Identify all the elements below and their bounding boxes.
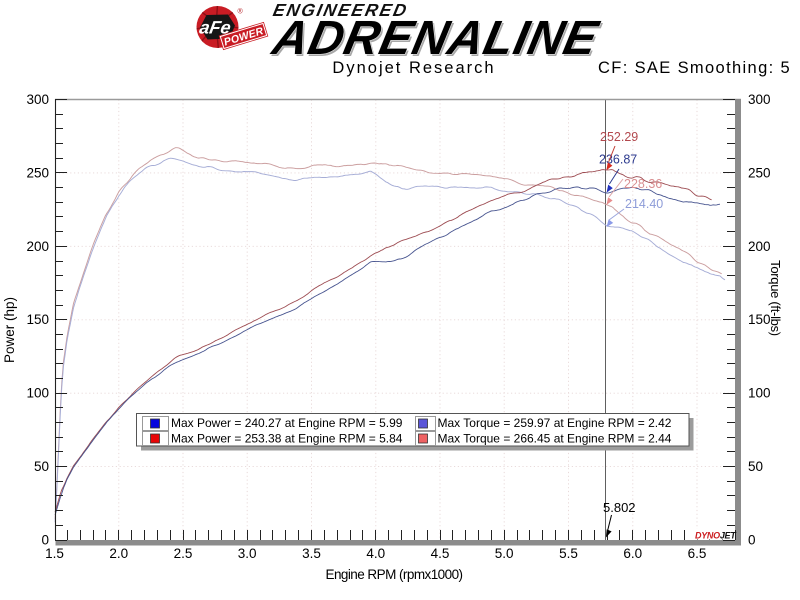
svg-text:Engine RPM (rpmx1000): Engine RPM (rpmx1000) — [325, 567, 462, 582]
svg-text:2.0: 2.0 — [109, 546, 128, 561]
svg-text:ADRENALINE: ADRENALINE — [267, 11, 604, 64]
svg-text:150: 150 — [748, 312, 771, 327]
svg-text:Max Torque = 266.45 at Engine: Max Torque = 266.45 at Engine RPM = 2.44 — [438, 432, 672, 446]
svg-text:3.0: 3.0 — [238, 546, 257, 561]
svg-text:ADRENALINE: ADRENALINE — [269, 13, 606, 66]
svg-text:0: 0 — [41, 533, 49, 548]
svg-text:100: 100 — [26, 386, 49, 401]
svg-text:Max Power = 240.27 at Engine R: Max Power = 240.27 at Engine RPM = 5.99 — [171, 416, 403, 430]
svg-text:4.0: 4.0 — [366, 546, 385, 561]
svg-text:214.40: 214.40 — [625, 197, 663, 211]
svg-text:6.0: 6.0 — [623, 546, 642, 561]
svg-text:300: 300 — [26, 92, 49, 107]
svg-text:®: ® — [238, 8, 244, 16]
svg-text:Max Torque = 259.97 at Engine: Max Torque = 259.97 at Engine RPM = 2.42 — [438, 416, 672, 430]
svg-text:Power (hp): Power (hp) — [2, 297, 17, 363]
svg-text:CF: SAE Smoothing: 5: CF: SAE Smoothing: 5 — [598, 59, 791, 77]
svg-text:236.87: 236.87 — [599, 153, 637, 167]
svg-text:150: 150 — [26, 312, 49, 327]
svg-text:Dynojet Research: Dynojet Research — [332, 59, 495, 77]
svg-text:300: 300 — [748, 92, 771, 107]
svg-text:200: 200 — [26, 239, 49, 254]
svg-text:228.36: 228.36 — [624, 177, 662, 191]
svg-text:200: 200 — [748, 239, 771, 254]
svg-text:0: 0 — [748, 533, 756, 548]
svg-text:DYNOJET: DYNOJET — [695, 531, 737, 541]
svg-text:50: 50 — [34, 459, 49, 474]
svg-text:Max Power = 253.38 at Engine R: Max Power = 253.38 at Engine RPM = 5.84 — [171, 432, 403, 446]
svg-text:2.5: 2.5 — [174, 546, 193, 561]
svg-text:250: 250 — [26, 165, 49, 180]
svg-text:Torque (ft-lbs): Torque (ft-lbs) — [768, 260, 783, 336]
svg-text:252.29: 252.29 — [600, 130, 638, 144]
svg-text:1.5: 1.5 — [45, 546, 64, 561]
svg-text:4.5: 4.5 — [431, 546, 450, 561]
svg-text:6.5: 6.5 — [688, 546, 707, 561]
svg-text:50: 50 — [748, 459, 763, 474]
svg-text:aFe: aFe — [198, 18, 232, 38]
svg-text:5.802: 5.802 — [603, 500, 636, 515]
svg-text:250: 250 — [748, 165, 771, 180]
svg-text:ENGINEERED: ENGINEERED — [271, 0, 410, 20]
svg-text:5.5: 5.5 — [559, 546, 578, 561]
svg-text:3.5: 3.5 — [302, 546, 321, 561]
svg-text:5.0: 5.0 — [495, 546, 514, 561]
svg-text:100: 100 — [748, 386, 771, 401]
